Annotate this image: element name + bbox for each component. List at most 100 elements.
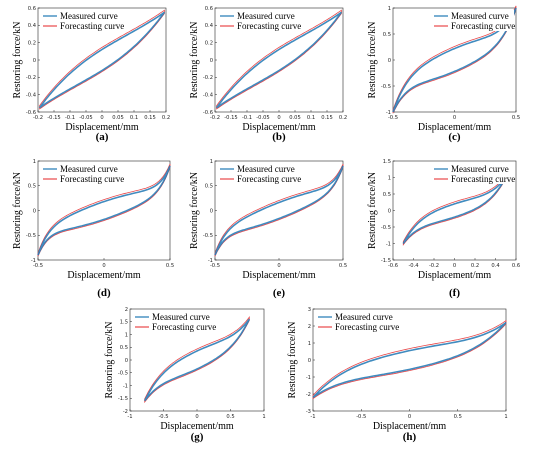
legend-label-measured: Measured curve — [237, 164, 295, 174]
y-tick-label: -0.5 — [381, 225, 391, 231]
chart-panel: -1 -0.5 0 0.5 1 -3 -2 -1 0 1 2 3 Measured curveForec… — [287, 307, 508, 443]
forecasting-curve-line — [402, 174, 507, 246]
chart-panel: -0.6 -0.4 -0.2 0 0.2 0.4 0.6 -1.5 -1 -0.5 0 0.5 1 1.5… — [367, 159, 520, 299]
chart-panel: -0.2 -0.15 -0.1 -0.05 0 0.05 0.1 0.15 0.2-0.6-0.… — [12, 6, 170, 143]
y-tick-label: -0.5 — [203, 233, 213, 239]
y-tick-label: -0.2 — [26, 75, 36, 81]
legend-label-measured: Measured curve — [60, 11, 118, 21]
measured-curve-line — [312, 321, 507, 399]
y-tick-label: -1 — [306, 375, 311, 381]
y-tick-label: 2 — [125, 307, 128, 313]
x-axis-label: Displacement/mm — [418, 270, 492, 281]
y-tick-label: 1 — [388, 6, 391, 12]
measured-curve-line — [215, 11, 343, 109]
y-tick-label: 0 — [210, 208, 213, 214]
y-tick-label: 0.6 — [205, 6, 213, 12]
x-axis-label: Displacement/mm — [418, 122, 492, 133]
x-tick-label: 0 — [453, 263, 456, 269]
legend-label-forecast: Forecasting curve — [237, 21, 301, 31]
x-tick-label: 0.5 — [454, 414, 462, 420]
legend-label-measured: Measured curve — [451, 11, 509, 21]
legend-label-measured: Measured curve — [335, 312, 393, 322]
panel-caption: (d) — [97, 287, 111, 299]
x-tick-label: 0.5 — [512, 115, 520, 121]
measured-curve-line — [37, 165, 171, 256]
x-axis-label: Displacement/mm — [67, 270, 141, 281]
y-tick-label: -0.6 — [203, 110, 213, 116]
x-tick-label: -0.1 — [65, 115, 75, 121]
x-tick-label: -0.5 — [388, 115, 398, 121]
x-tick-label: -0.5 — [158, 414, 168, 420]
y-axis-label: Restoring force/kN — [189, 172, 200, 249]
x-tick-label: -0.6 — [388, 263, 398, 269]
x-tick-label: -0.05 — [256, 115, 269, 121]
measured-curve-line — [214, 165, 344, 256]
panel-caption: (b) — [272, 131, 286, 143]
y-axis-label: Restoring force/kN — [12, 172, 23, 249]
x-tick-label: 0 — [102, 263, 105, 269]
y-tick-label: 1 — [210, 159, 213, 165]
x-axis-label: Displacement/mm — [65, 122, 139, 133]
x-tick-label: -0.2 — [210, 115, 220, 121]
y-tick-label: 0.5 — [383, 32, 391, 38]
y-tick-label: -1 — [386, 241, 391, 247]
y-tick-label: 0.5 — [28, 184, 36, 190]
y-tick-label: 3 — [308, 307, 311, 313]
y-tick-label: -3 — [306, 409, 311, 415]
x-axis-label: Displacement/mm — [160, 421, 234, 432]
measured-curve-line — [143, 318, 251, 402]
x-tick-label: 1 — [504, 414, 507, 420]
x-tick-label: 0 — [100, 115, 103, 121]
y-tick-label: -1.5 — [381, 258, 391, 264]
measured-curve-line — [402, 176, 507, 244]
y-tick-label: -0.6 — [26, 110, 36, 116]
legend-box — [432, 10, 514, 31]
legend-label-forecast: Forecasting curve — [152, 322, 216, 332]
x-tick-label: -0.5 — [210, 263, 220, 269]
x-tick-label: 0.2 — [162, 115, 170, 121]
y-tick-label: -0.4 — [26, 92, 37, 98]
x-tick-label: 0.15 — [321, 115, 333, 121]
x-tick-label: -1 — [310, 414, 315, 420]
panel-caption: (h) — [403, 431, 417, 443]
y-tick-label: -1 — [31, 258, 36, 264]
y-tick-label: 0 — [308, 358, 311, 364]
legend-label-forecast: Forecasting curve — [451, 21, 515, 31]
x-tick-label: 0.1 — [307, 115, 315, 121]
x-tick-label: -0.5 — [33, 263, 43, 269]
x-tick-label: 0.15 — [144, 115, 156, 121]
measured-curve-line — [38, 11, 166, 109]
y-tick-label: 1 — [308, 341, 311, 347]
y-tick-label: -1 — [386, 110, 391, 116]
x-tick-label: 0.05 — [112, 115, 124, 121]
x-tick-label: 0 — [277, 115, 280, 121]
y-axis-label: Restoring force/kN — [189, 22, 200, 99]
y-tick-label: 0 — [388, 208, 391, 214]
x-tick-label: -0.05 — [79, 115, 92, 121]
legend-label-measured: Measured curve — [451, 164, 509, 174]
x-axis-label: Displacement/mm — [373, 421, 447, 432]
legend-box — [41, 163, 123, 184]
y-tick-label: 0.5 — [205, 184, 213, 190]
y-tick-label: -0.2 — [203, 75, 213, 81]
chart-panel: -1 -0.5 0 0.5 1 -2 -1.5 -1 -0.5 0 0.5 1 1.5 2 Measured… — [104, 307, 266, 443]
x-tick-label: 0.5 — [166, 263, 174, 269]
chart-panel: -0.2 -0.15 -0.1 -0.05 0 0.05 0.1 0.15 0.2-0.6-0.… — [189, 6, 347, 143]
x-tick-label: 0.5 — [339, 263, 347, 269]
y-axis-label: Restoring force/kN — [12, 22, 23, 99]
x-tick-label: 0 — [453, 115, 456, 121]
y-tick-label: 0.5 — [383, 192, 391, 198]
x-tick-label: 0 — [195, 414, 198, 420]
x-tick-label: 0.05 — [289, 115, 301, 121]
y-tick-label: -0.4 — [203, 92, 214, 98]
panel-caption: (f) — [449, 287, 460, 299]
y-tick-label: 0.2 — [28, 40, 36, 46]
x-axis-label: Displacement/mm — [242, 270, 316, 281]
y-tick-label: -1 — [208, 258, 213, 264]
panel-caption: (a) — [96, 131, 109, 143]
y-tick-label: -0.5 — [26, 233, 36, 239]
y-tick-label: 0.4 — [28, 23, 37, 29]
y-tick-label: 1 — [33, 159, 36, 165]
